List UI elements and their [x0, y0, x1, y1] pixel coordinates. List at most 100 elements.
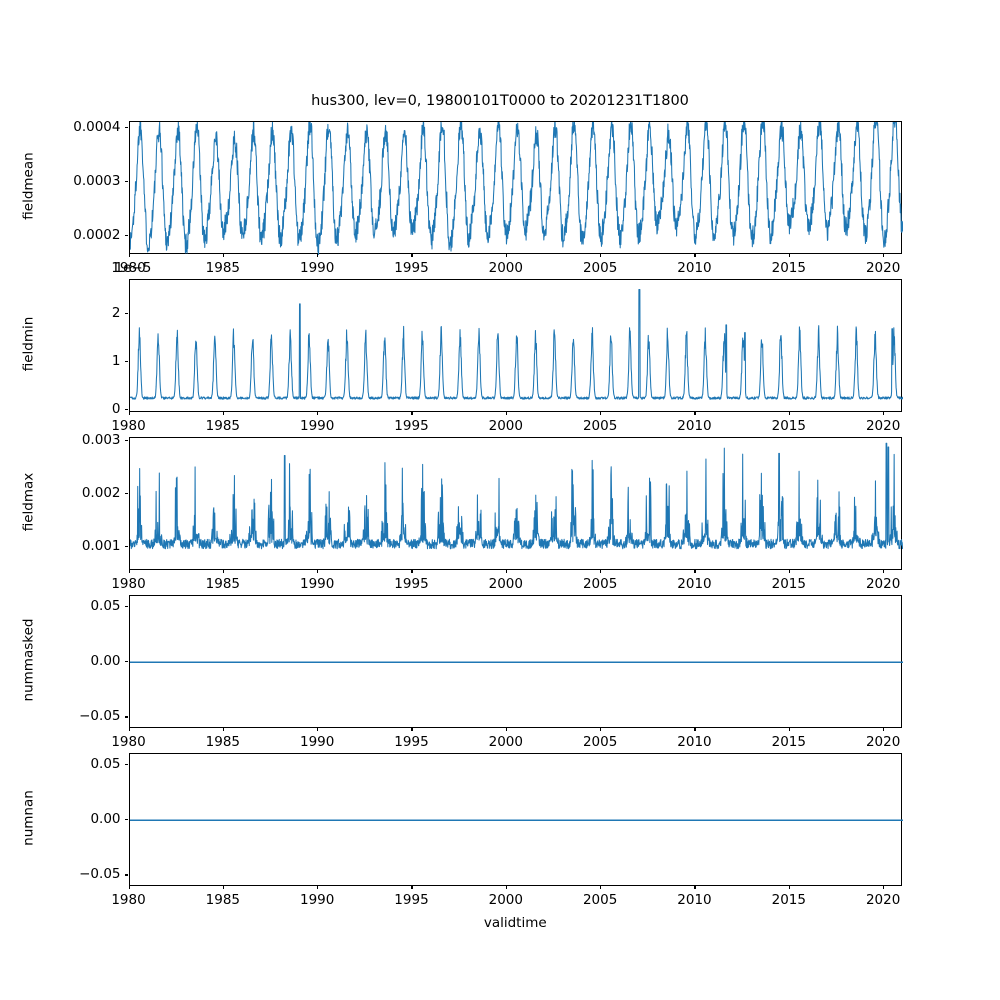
xtick-mark — [317, 411, 319, 416]
xtick-label: 1990 — [299, 733, 335, 750]
ytick-label: 0.003 — [81, 431, 121, 448]
xtick-label: 2010 — [677, 891, 712, 908]
subplot-numnan — [128, 753, 903, 886]
xtick-mark — [600, 253, 602, 258]
xtick-label: 1990 — [299, 575, 335, 592]
xtick-label: 2015 — [771, 575, 806, 592]
ylabel-fieldmin: fieldmin — [20, 316, 37, 372]
xtick-label: 2005 — [582, 733, 618, 750]
ylabel-fieldmax: fieldmax — [20, 472, 37, 532]
xtick-mark — [128, 885, 130, 890]
data-line-fieldmean — [129, 122, 903, 255]
xtick-mark — [883, 727, 885, 732]
ytick-mark — [124, 127, 129, 129]
figure-title: hus300, lev=0, 19800101T0000 to 20201231… — [311, 93, 689, 109]
ylabel-fieldmean: fieldmean — [20, 152, 37, 220]
xtick-label: 2015 — [771, 259, 806, 276]
ylabel-numnan: numnan — [20, 790, 37, 847]
xtick-mark — [694, 569, 696, 574]
xtick-mark — [694, 885, 696, 890]
ytick-mark — [124, 716, 129, 718]
xtick-mark — [600, 569, 602, 574]
ylabel-nummasked: nummasked — [20, 618, 37, 702]
ytick-mark — [124, 439, 129, 441]
xtick-mark — [317, 885, 319, 890]
xtick-label: 1980 — [111, 417, 146, 434]
xtick-mark — [505, 569, 507, 574]
yaxis-offset-text: 1e−5 — [114, 260, 152, 276]
ytick-mark — [124, 545, 129, 547]
xtick-label: 1980 — [111, 575, 146, 592]
ytick-label: 0.0002 — [73, 226, 121, 243]
xtick-label: 2000 — [488, 733, 523, 750]
subplot-fieldmax — [128, 437, 903, 570]
ytick-label: 0.001 — [81, 537, 121, 554]
xtick-mark — [883, 411, 885, 416]
xtick-mark — [505, 885, 507, 890]
xtick-mark — [317, 727, 319, 732]
xtick-mark — [317, 253, 319, 258]
xtick-mark — [694, 253, 696, 258]
xtick-label: 2000 — [488, 259, 523, 276]
xtick-label: 2010 — [677, 417, 712, 434]
ytick-label: −0.05 — [79, 866, 121, 883]
xtick-mark — [128, 411, 130, 416]
xtick-mark — [694, 727, 696, 732]
xtick-mark — [883, 253, 885, 258]
ytick-mark — [124, 313, 129, 315]
xtick-label: 2010 — [677, 575, 712, 592]
xtick-mark — [128, 569, 130, 574]
xtick-mark — [222, 569, 224, 574]
xtick-mark — [505, 411, 507, 416]
subplot-nummasked — [128, 595, 903, 728]
ytick-label: −0.05 — [79, 708, 121, 725]
xtick-mark — [600, 411, 602, 416]
ytick-mark — [124, 361, 129, 363]
xtick-label: 1985 — [205, 733, 241, 750]
ytick-label: 0 — [111, 401, 121, 418]
ytick-label: 0.00 — [90, 811, 121, 828]
ytick-mark — [124, 819, 129, 821]
data-line-nummasked — [129, 661, 903, 664]
xtick-label: 2015 — [771, 733, 806, 750]
xlabel: validtime — [483, 914, 547, 931]
xtick-label: 1995 — [394, 259, 429, 276]
xtick-mark — [788, 253, 790, 258]
xtick-label: 2005 — [582, 575, 618, 592]
xtick-label: 2010 — [677, 733, 712, 750]
xtick-label: 2020 — [865, 417, 901, 434]
xtick-label: 2015 — [771, 417, 806, 434]
xtick-mark — [411, 727, 413, 732]
xtick-mark — [505, 727, 507, 732]
data-line-fieldmin — [129, 289, 903, 400]
xtick-label: 2020 — [865, 575, 901, 592]
ytick-label: 1 — [111, 353, 121, 370]
xtick-mark — [411, 411, 413, 416]
ytick-label: 0.0004 — [73, 119, 121, 136]
ytick-label: 0.002 — [81, 484, 121, 501]
xtick-mark — [694, 411, 696, 416]
ytick-label: 0.05 — [90, 756, 121, 773]
ytick-label: 0.05 — [90, 598, 121, 615]
xtick-label: 2020 — [865, 891, 901, 908]
xtick-label: 2000 — [488, 417, 523, 434]
xtick-label: 2005 — [582, 259, 618, 276]
xtick-mark — [411, 253, 413, 258]
ytick-mark — [124, 764, 129, 766]
xtick-mark — [411, 569, 413, 574]
xtick-mark — [600, 885, 602, 890]
xtick-mark — [788, 411, 790, 416]
ytick-mark — [124, 661, 129, 663]
xtick-label: 1995 — [394, 575, 429, 592]
xtick-mark — [128, 727, 130, 732]
xtick-label: 2015 — [771, 891, 806, 908]
xtick-label: 1995 — [394, 733, 429, 750]
xtick-mark — [222, 411, 224, 416]
xtick-mark — [600, 727, 602, 732]
xtick-mark — [411, 885, 413, 890]
ytick-mark — [124, 181, 129, 183]
data-line-fieldmax — [129, 442, 903, 550]
xtick-mark — [883, 569, 885, 574]
xtick-label: 1990 — [299, 259, 335, 276]
